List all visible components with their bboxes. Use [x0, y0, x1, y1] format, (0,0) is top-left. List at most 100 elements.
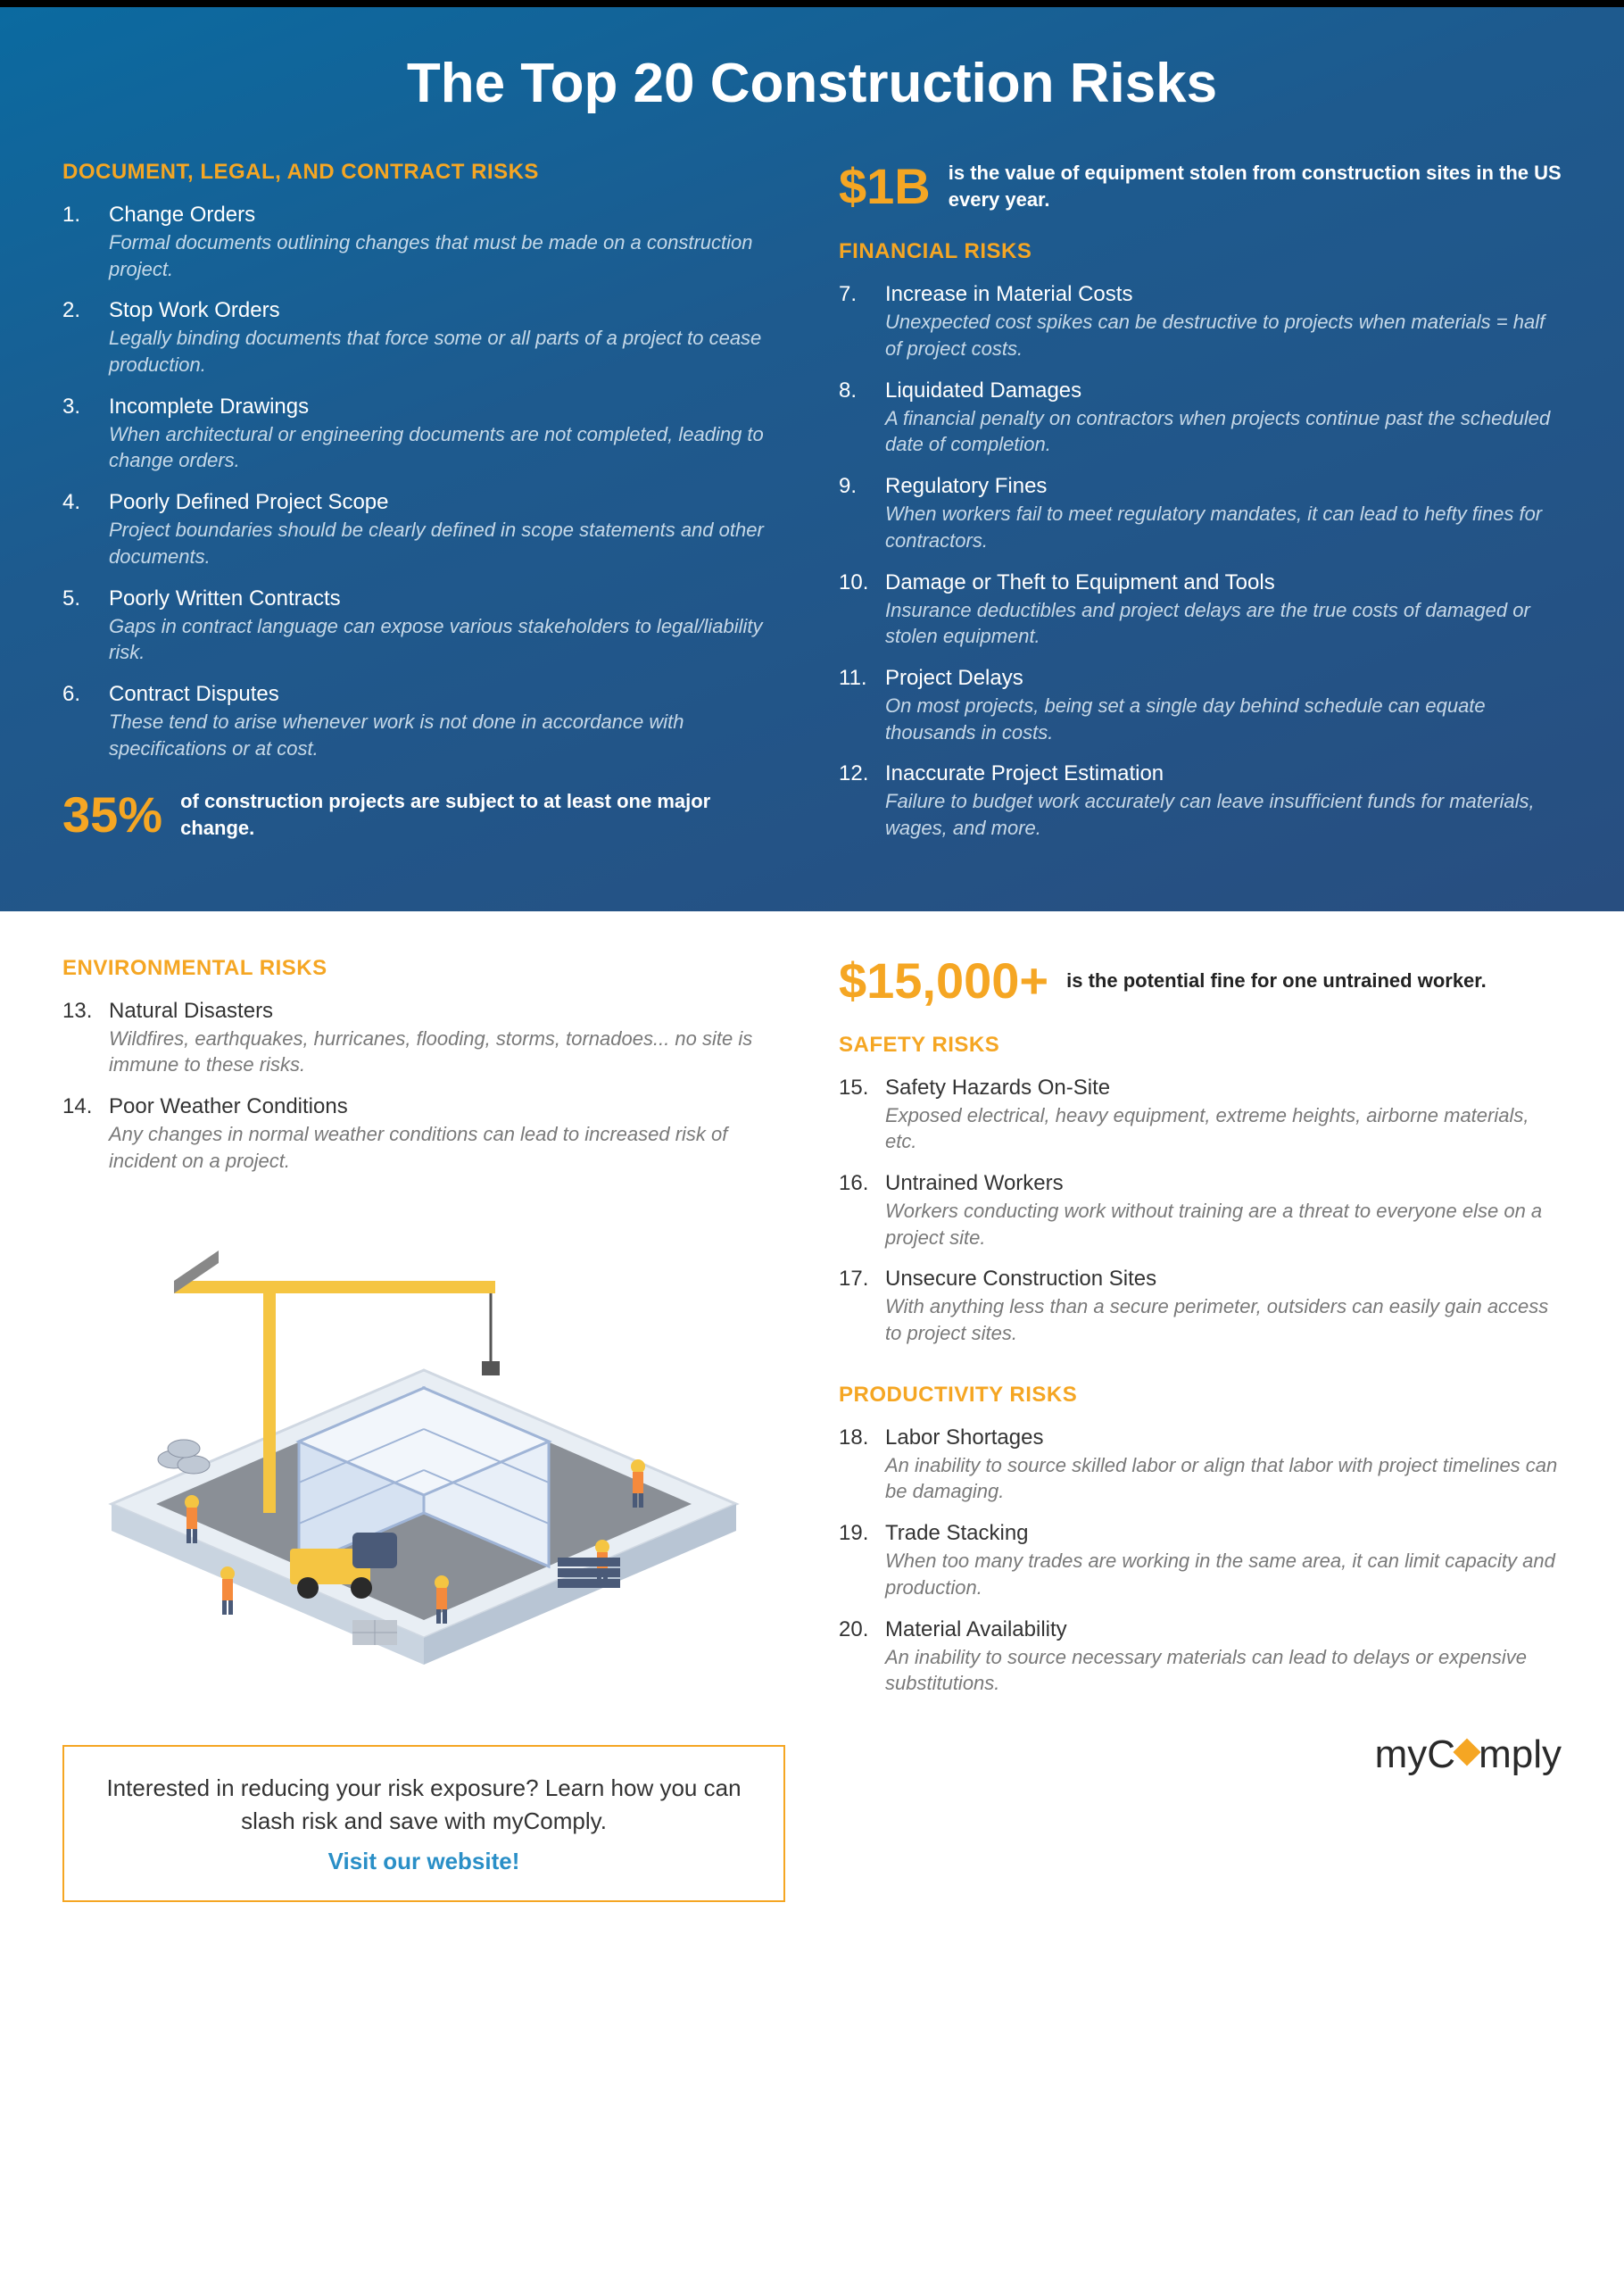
risk-title: Labor Shortages [885, 1425, 1562, 1450]
risk-title: Unsecure Construction Sites [885, 1267, 1562, 1292]
risk-description: Formal documents outlining changes that … [109, 231, 753, 280]
risk-description: Failure to budget work accurately can le… [885, 790, 1535, 839]
bottom-columns: ENVIRONMENTAL RISKS 13.Natural Disasters… [62, 956, 1562, 1903]
stat-big-15k: $15,000+ [839, 956, 1048, 1006]
risk-description: Any changes in normal weather conditions… [109, 1123, 727, 1172]
stat-text-1b: is the value of equipment stolen from co… [949, 160, 1562, 212]
risk-title: Untrained Workers [885, 1171, 1562, 1196]
logo-post: mply [1479, 1732, 1562, 1776]
risk-number: 5. [62, 586, 98, 611]
risk-description: When workers fail to meet regulatory man… [885, 503, 1542, 552]
risk-item: 20. Material Availability An inability to … [839, 1617, 1562, 1697]
risk-description: Unexpected cost spikes can be destructiv… [885, 311, 1545, 360]
risk-item: 13.Natural DisastersWildfires, earthquak… [62, 999, 785, 1078]
risk-title: Stop Work Orders [109, 298, 785, 323]
risk-item: 17. Unsecure Construction Sites With anyth… [839, 1267, 1562, 1346]
logo-diamond-icon [1454, 1738, 1481, 1766]
col-financial: $1B is the value of equipment stolen fro… [839, 160, 1562, 858]
risk-description: When architectural or engineering docume… [109, 423, 764, 472]
risk-title: Poorly Written Contracts [109, 586, 785, 611]
risk-title: Regulatory Fines [885, 474, 1562, 499]
list-environmental: 13.Natural DisastersWildfires, earthquak… [62, 999, 785, 1175]
risk-title: Project Delays [885, 666, 1562, 691]
risk-title: Incomplete Drawings [109, 395, 785, 420]
risk-title: Inaccurate Project Estimation [885, 761, 1562, 786]
stat-text-35: of construction projects are subject to … [180, 788, 785, 841]
risk-number: 12. [839, 761, 874, 786]
risk-description: Workers conducting work without training… [885, 1200, 1542, 1249]
cta-box: Interested in reducing your risk exposur… [62, 1745, 785, 1902]
heading-safety: SAFETY RISKS [839, 1033, 1562, 1058]
risk-number: 17. [839, 1267, 874, 1292]
risk-title: Poor Weather Conditions [109, 1094, 785, 1119]
risk-item: 15.Safety Hazards On-SiteExposed electri… [839, 1076, 1562, 1155]
risk-item: 5.Poorly Written ContractsGaps in contra… [62, 586, 785, 666]
risk-number: 2. [62, 298, 98, 323]
risk-item: 4.Poorly Defined Project ScopeProject bo… [62, 490, 785, 569]
risk-number: 14. [62, 1094, 98, 1119]
stat-big-35: 35% [62, 790, 162, 840]
risk-number: 4. [62, 490, 98, 515]
col-safety-productivity: $15,000+ is the potential fine for one u… [839, 956, 1562, 1903]
risk-description: On most projects, being set a single day… [885, 694, 1486, 744]
risk-description: An inability to source skilled labor or … [885, 1454, 1557, 1503]
list-productivity: 18. Labor Shortages An inability to source… [839, 1425, 1562, 1697]
risk-item: 3. Incomplete Drawings When architectural … [62, 395, 785, 474]
risk-description: When too many trades are working in the … [885, 1550, 1555, 1599]
risk-number: 9. [839, 474, 874, 499]
risk-title: Material Availability [885, 1617, 1562, 1642]
risk-title: Change Orders [109, 203, 785, 228]
heading-environmental: ENVIRONMENTAL RISKS [62, 956, 785, 981]
risk-title: Liquidated Damages [885, 378, 1562, 403]
cta-link[interactable]: Visit our website! [93, 1848, 755, 1875]
stat-1b: $1B is the value of equipment stolen fro… [839, 160, 1562, 212]
risk-number: 3. [62, 395, 98, 420]
stat-35pct: 35% of construction projects are subject… [62, 788, 785, 841]
risk-number: 18. [839, 1425, 874, 1450]
risk-number: 20. [839, 1617, 874, 1642]
page-title: The Top 20 Construction Risks [62, 52, 1562, 115]
risk-description: With anything less than a secure perimet… [885, 1295, 1548, 1344]
risk-item: 6.Contract DisputesThese tend to arise w… [62, 682, 785, 761]
risk-number: 11. [839, 666, 874, 691]
top-section: The Top 20 Construction Risks DOCUMENT, … [0, 0, 1624, 911]
heading-financial: FINANCIAL RISKS [839, 239, 1562, 264]
risk-title: Natural Disasters [109, 999, 785, 1024]
risk-description: An inability to source necessary materia… [885, 1646, 1527, 1695]
risk-item: 11. Project Delays On most projects, being… [839, 666, 1562, 745]
risk-item: 8. Liquidated Damages A financial penalty … [839, 378, 1562, 458]
risk-title: Damage or Theft to Equipment and Tools [885, 570, 1562, 595]
list-doc-legal: 1. Change Orders Formal documents outlinin… [62, 203, 785, 761]
cta-text: Interested in reducing your risk exposur… [93, 1772, 755, 1837]
risk-title: Trade Stacking [885, 1521, 1562, 1546]
heading-doc-legal: DOCUMENT, LEGAL, AND CONTRACT RISKS [62, 160, 785, 185]
risk-item: 10. Damage or Theft to Equipment and Tool… [839, 570, 1562, 650]
col-environmental: ENVIRONMENTAL RISKS 13.Natural Disasters… [62, 956, 785, 1903]
top-columns: DOCUMENT, LEGAL, AND CONTRACT RISKS 1. Ch… [62, 160, 1562, 858]
risk-title: Increase in Material Costs [885, 282, 1562, 307]
risk-item: 12. Inaccurate Project Estimation Failure … [839, 761, 1562, 841]
risk-number: 1. [62, 203, 98, 228]
risk-description: These tend to arise whenever work is not… [109, 710, 684, 760]
logo-pre: myC [1375, 1732, 1455, 1776]
construction-illustration [62, 1209, 785, 1709]
risk-title: Contract Disputes [109, 682, 785, 707]
risk-item: 18. Labor Shortages An inability to source… [839, 1425, 1562, 1505]
list-financial: 7.Increase in Material CostsUnexpected c… [839, 282, 1562, 841]
risk-number: 10. [839, 570, 874, 595]
risk-item: 14. Poor Weather Conditions Any changes in… [62, 1094, 785, 1174]
risk-item: 7.Increase in Material CostsUnexpected c… [839, 282, 1562, 361]
risk-number: 16. [839, 1171, 874, 1196]
risk-description: Insurance deductibles and project delays… [885, 599, 1530, 648]
stat-15k: $15,000+ is the potential fine for one u… [839, 956, 1562, 1006]
col-doc-legal: DOCUMENT, LEGAL, AND CONTRACT RISKS 1. Ch… [62, 160, 785, 858]
stat-text-15k: is the potential fine for one untrained … [1066, 968, 1487, 994]
risk-item: 1. Change Orders Formal documents outlinin… [62, 203, 785, 282]
risk-title: Poorly Defined Project Scope [109, 490, 785, 515]
risk-description: Wildfires, earthquakes, hurricanes, floo… [109, 1027, 752, 1076]
mycomply-logo: myC mply [839, 1732, 1562, 1777]
risk-description: A financial penalty on contractors when … [885, 407, 1550, 456]
infographic-page: The Top 20 Construction Risks DOCUMENT, … [0, 0, 1624, 1956]
risk-title: Safety Hazards On-Site [885, 1076, 1562, 1101]
risk-number: 8. [839, 378, 874, 403]
